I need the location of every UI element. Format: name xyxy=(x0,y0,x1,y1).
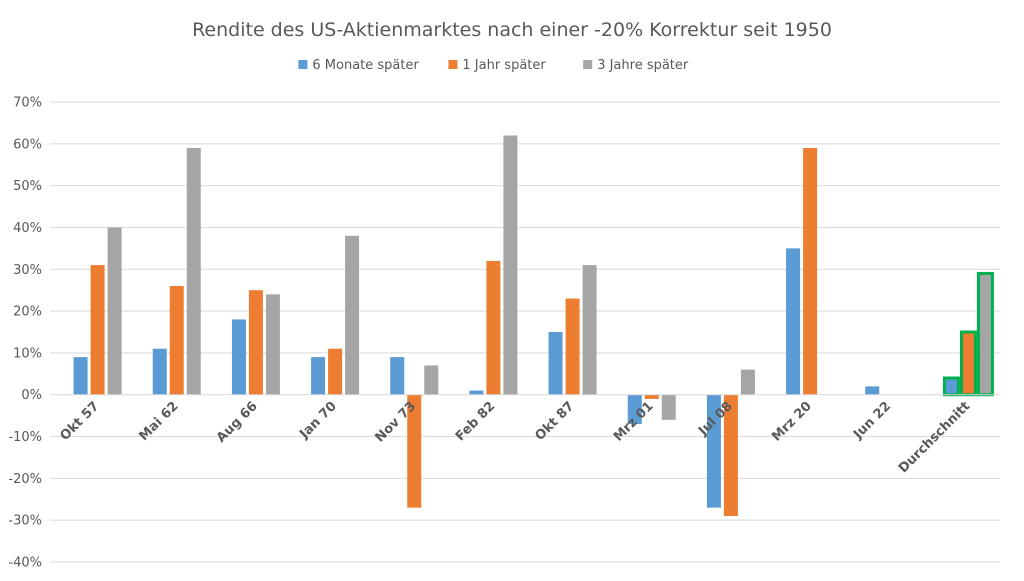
bar-okt-87-1-jahr-sp-ter xyxy=(565,298,580,395)
bar-aug-66-1-jahr-sp-ter xyxy=(248,290,263,395)
legend-swatch xyxy=(448,60,458,69)
bar-jul-08-1-jahr-sp-ter xyxy=(723,394,738,516)
y-tick-label: -10% xyxy=(8,430,42,445)
y-tick-label: -40% xyxy=(8,556,42,571)
bar-jun-22-6-monate-sp-ter xyxy=(865,386,880,395)
x-tick-label: Jan 70 xyxy=(296,399,339,442)
bars xyxy=(73,135,994,516)
y-tick-label: 0% xyxy=(21,388,42,403)
bar-mrz-01-1-jahr-sp-ter xyxy=(644,394,659,399)
x-tick-label: Mai 62 xyxy=(136,399,181,444)
bar-mai-62-1-jahr-sp-ter xyxy=(169,286,184,395)
bar-okt-87-3-jahre-sp-ter xyxy=(582,265,597,395)
bar-mrz-20-1-jahr-sp-ter xyxy=(803,148,818,395)
bar-mrz-01-6-monate-sp-ter xyxy=(627,394,642,424)
bar-nov-73-1-jahr-sp-ter xyxy=(407,394,422,508)
bar-mai-62-6-monate-sp-ter xyxy=(152,348,167,395)
bar-okt-57-1-jahr-sp-ter xyxy=(90,265,105,395)
legend-label: 3 Jahre später xyxy=(597,58,689,73)
bar-okt-87-6-monate-sp-ter xyxy=(548,332,563,395)
bar-jan-70-6-monate-sp-ter xyxy=(311,357,326,395)
y-tick-label: 20% xyxy=(13,305,42,320)
bar-jul-08-3-jahre-sp-ter xyxy=(740,369,755,395)
bar-jan-70-1-jahr-sp-ter xyxy=(328,348,343,395)
bar-jul-08-6-monate-sp-ter xyxy=(706,394,721,508)
bar-durchschnitt-6-monate-sp-ter xyxy=(942,376,960,397)
x-tick-label: Okt 57 xyxy=(57,399,102,444)
y-tick-label: 50% xyxy=(13,179,42,194)
bar-nov-73-6-monate-sp-ter xyxy=(390,357,405,395)
bar-mai-62-3-jahre-sp-ter xyxy=(186,148,201,395)
x-tick-label: Okt 87 xyxy=(532,399,577,444)
legend-label: 6 Monate später xyxy=(312,58,419,73)
x-tick-label: Mrz 20 xyxy=(769,399,815,445)
legend-swatch xyxy=(583,60,593,69)
y-tick-label: -30% xyxy=(8,514,42,529)
bar-feb-82-6-monate-sp-ter xyxy=(469,390,484,395)
bar-feb-82-3-jahre-sp-ter xyxy=(503,135,518,395)
y-tick-label: 70% xyxy=(13,96,42,111)
legend-item-1-jahr-sp-ter: 1 Jahr später xyxy=(448,58,546,73)
x-axis: Okt 57 Mai 62 Aug 66 Jan 70 Nov 73 Feb 82 Okt … xyxy=(50,394,1000,476)
legend-item-3-jahre-sp-ter: 3 Jahre später xyxy=(583,58,689,73)
bar-aug-66-3-jahre-sp-ter xyxy=(265,294,280,395)
y-axis: 70% 60% 50% 40% 30% 20% 10% 0% -10% -20% -30% -40% xyxy=(8,96,42,571)
bar-feb-82-1-jahr-sp-ter xyxy=(486,260,501,395)
y-tick-label: 40% xyxy=(13,221,42,236)
gridlines xyxy=(50,101,1000,563)
x-tick-label: Aug 66 xyxy=(214,399,261,446)
y-tick-label: 10% xyxy=(13,346,42,361)
bar-mrz-20-6-monate-sp-ter xyxy=(786,248,801,395)
bar-nov-73-3-jahre-sp-ter xyxy=(424,365,439,395)
bar-okt-57-3-jahre-sp-ter xyxy=(107,227,122,395)
bar-durchschnitt-3-jahre-sp-ter xyxy=(976,271,994,397)
legend-label: 1 Jahr später xyxy=(462,58,546,73)
x-tick-label: Feb 82 xyxy=(453,399,498,444)
x-tick-label: Durchschnitt xyxy=(896,399,973,476)
y-tick-label: 30% xyxy=(13,263,42,278)
bar-aug-66-6-monate-sp-ter xyxy=(231,319,246,395)
bar-jan-70-3-jahre-sp-ter xyxy=(345,235,360,395)
chart-title: Rendite des US-Aktienmarktes nach einer … xyxy=(192,19,832,41)
legend-swatch xyxy=(298,60,308,69)
legend-item-6-monate-sp-ter: 6 Monate später xyxy=(298,58,419,73)
y-tick-label: 60% xyxy=(13,137,42,152)
legend: 6 Monate später 1 Jahr später 3 Jahre spät… xyxy=(298,58,689,73)
bar-durchschnitt-1-jahr-sp-ter xyxy=(959,330,977,397)
bar-mrz-01-3-jahre-sp-ter xyxy=(661,394,676,420)
bar-okt-57-6-monate-sp-ter xyxy=(73,357,88,395)
y-tick-label: -20% xyxy=(8,472,42,487)
